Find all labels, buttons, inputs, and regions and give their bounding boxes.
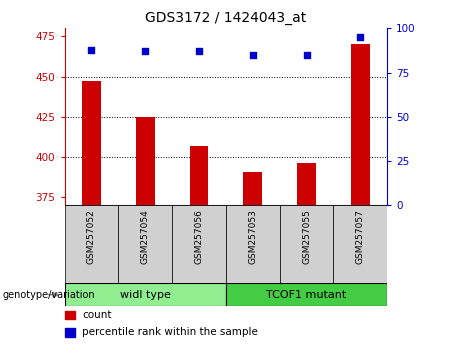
Text: GSM257054: GSM257054 [141, 209, 150, 264]
Text: GSM257053: GSM257053 [248, 209, 257, 264]
Title: GDS3172 / 1424043_at: GDS3172 / 1424043_at [145, 11, 307, 24]
Bar [226, 283, 387, 306]
Text: percentile rank within the sample: percentile rank within the sample [83, 327, 258, 337]
Bar [118, 205, 172, 283]
Bar [297, 164, 316, 205]
Bar [65, 283, 226, 306]
Text: GSM257056: GSM257056 [195, 209, 203, 264]
Bar [226, 205, 280, 283]
Point [142, 48, 149, 54]
Bar [280, 205, 333, 283]
Bar [189, 146, 208, 205]
Text: genotype/variation: genotype/variation [2, 290, 95, 300]
Bar [333, 205, 387, 283]
Bar [351, 44, 370, 205]
Bar [172, 205, 226, 283]
Point [249, 52, 256, 58]
Bar [65, 311, 75, 320]
Bar [243, 172, 262, 205]
Bar [65, 329, 75, 337]
Point [195, 48, 203, 54]
Text: TCOF1 mutant: TCOF1 mutant [266, 290, 347, 300]
Point [357, 34, 364, 40]
Text: widl type: widl type [120, 290, 171, 300]
Bar [136, 117, 154, 205]
Bar [65, 205, 118, 283]
Text: GSM257057: GSM257057 [356, 209, 365, 264]
Bar [82, 81, 101, 205]
Point [88, 47, 95, 52]
Text: GSM257055: GSM257055 [302, 209, 311, 264]
Point [303, 52, 310, 58]
Text: count: count [83, 310, 112, 320]
Text: GSM257052: GSM257052 [87, 209, 96, 264]
